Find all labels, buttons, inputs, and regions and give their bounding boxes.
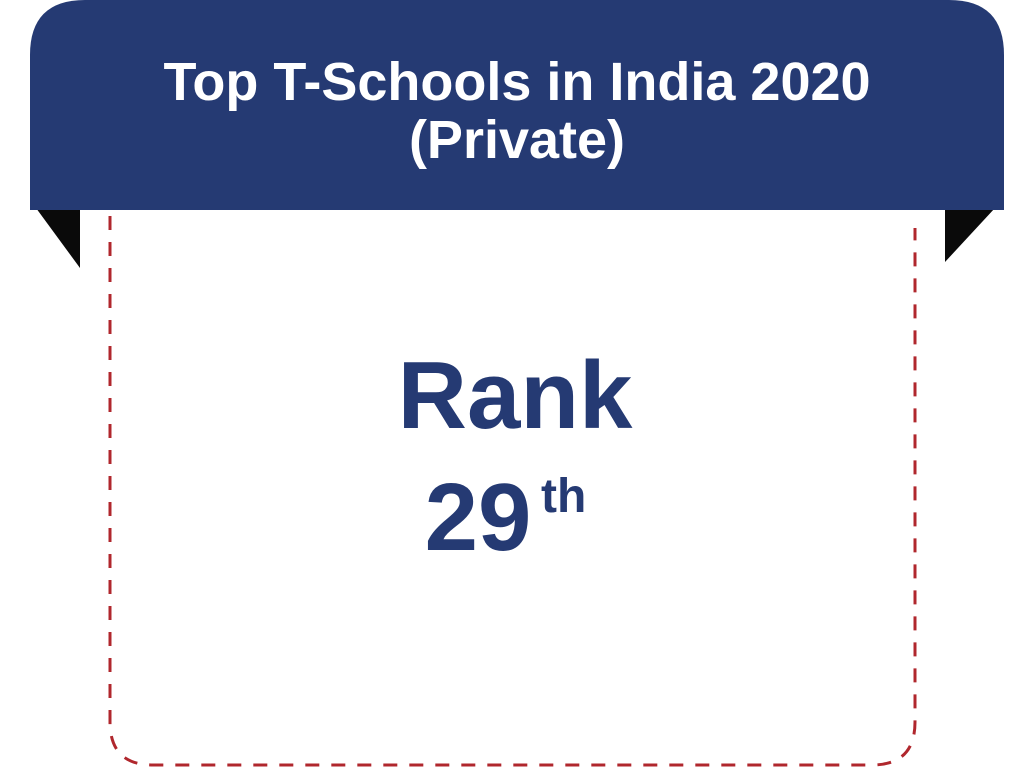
dashed-frame	[108, 216, 917, 767]
title-line: Top T-Schools in India 2020	[163, 52, 870, 112]
rank-label: Rank	[398, 342, 633, 449]
ribbon-fold-right	[945, 208, 995, 262]
ribbon-fold-left	[36, 208, 80, 268]
title-line: (Private)	[409, 110, 625, 170]
header-banner	[30, 0, 1004, 210]
rank-number: 29	[425, 464, 532, 571]
rank-suffix: th	[541, 470, 586, 523]
